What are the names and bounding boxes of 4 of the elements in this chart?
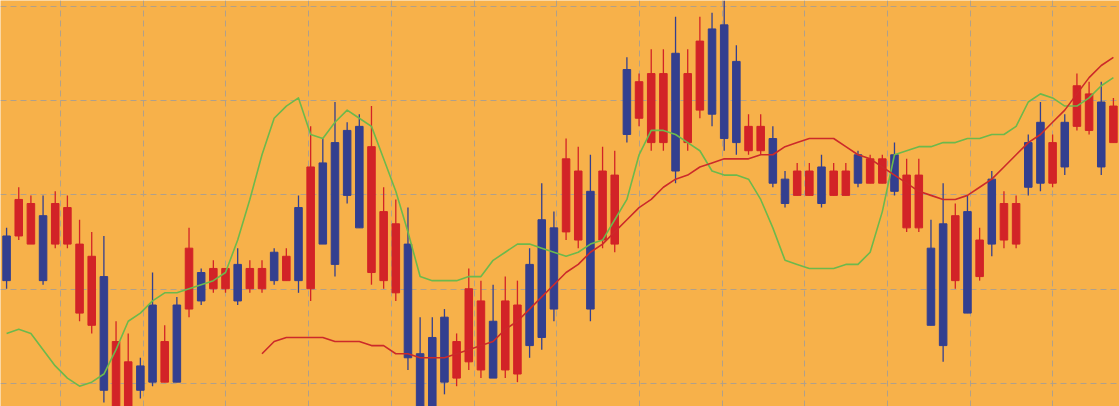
candlestick — [257, 259, 267, 294]
candlestick — [209, 259, 218, 294]
candlestick — [245, 259, 255, 294]
candlestick — [221, 267, 230, 294]
